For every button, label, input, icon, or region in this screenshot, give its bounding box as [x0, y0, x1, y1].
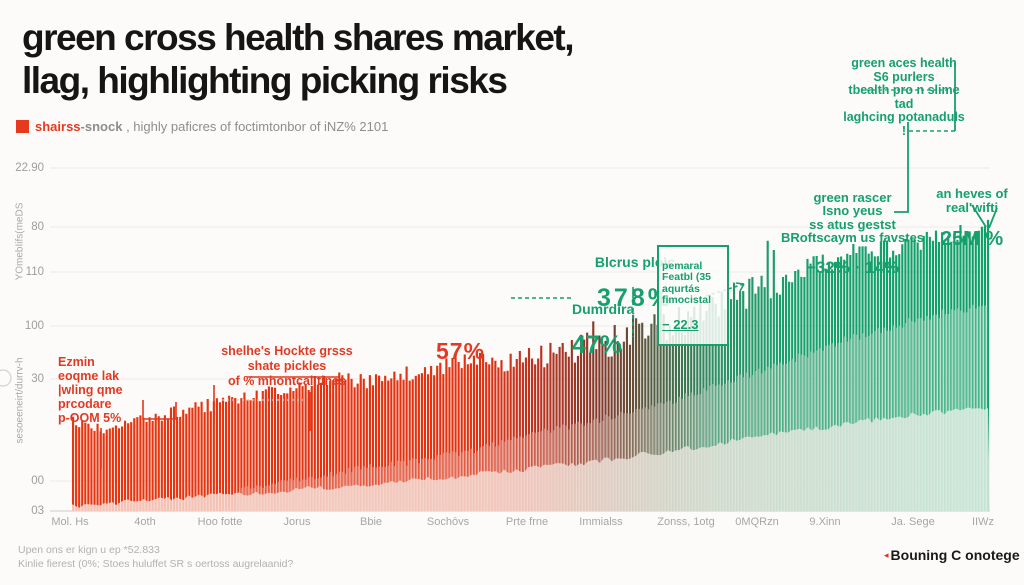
- y-tick-label: 100: [24, 320, 44, 332]
- x-tick-label: 4oth: [134, 516, 156, 528]
- x-tick-label: 0MQRzn: [735, 516, 779, 528]
- annotation-dumrdra: Dumrdira 47%: [572, 287, 634, 373]
- annotation-callout-box: pemaral Featbl (35 aqurtás fimocistal − …: [657, 245, 729, 346]
- pale-overlay-area: [72, 407, 990, 511]
- legend: shairss-snock , highly paficres of focti…: [16, 119, 388, 134]
- annotation-dumrdra-value: 47%: [572, 331, 623, 359]
- y-tick-label: 30: [31, 373, 44, 385]
- source-credit: ◂ Bouning C onotege: [884, 547, 1020, 563]
- annotation-25m: an heves of real'wifti 25M %: [928, 173, 1016, 264]
- x-tick-label: Immialss: [579, 516, 623, 528]
- source-marker-icon: ◂: [884, 550, 889, 560]
- y-tick-label: 110: [25, 266, 44, 278]
- annotation-25m-lines: an heves of real'wifti: [936, 186, 1008, 215]
- x-tick-label: Sochōvs: [426, 516, 470, 528]
- x-tick-label: 9.Xinn: [809, 516, 841, 528]
- annotation-rascer-lines: green rascer Isno yeus ss atus gestst BR…: [780, 189, 925, 245]
- footnote: Upen ons er kign u ep *52.833 Kinlie fie…: [18, 544, 294, 570]
- x-tick-label: IIWz: [972, 516, 994, 528]
- x-tick-label: Mol. Hs: [51, 516, 89, 528]
- annotation-25m-value: 25M %: [940, 228, 1004, 250]
- legend-swatch-icon: [16, 120, 29, 133]
- y-tick-label: 00: [31, 475, 44, 487]
- x-tick-label: Jorus: [283, 516, 311, 528]
- x-tick-label: Zonss, 1otg: [657, 516, 715, 528]
- x-tick-label: Hoo fotte: [197, 516, 243, 528]
- legend-label: shairss-snock , highly paficres of focti…: [35, 119, 389, 134]
- annotation-callout-box-value: − 22.3: [662, 317, 699, 332]
- x-tick-label: Prte frne: [505, 516, 549, 528]
- annotation-rascer-value: −32% · 14%: [805, 258, 900, 277]
- y-tick-label: 03: [31, 505, 44, 517]
- x-tick-label: Ja. Sege: [891, 516, 935, 528]
- annotation-57pct: 57%: [436, 338, 486, 364]
- annotation-ezmin: Ezmin eoqme lak |wling qme prcodare p-OO…: [58, 355, 123, 425]
- page-title: green cross health shares market, llag, …: [22, 17, 575, 101]
- annotation-hockte: shelhe's Hockte grsss shate pickles of %…: [221, 344, 353, 388]
- y-tick-label: 80: [31, 221, 44, 233]
- annotation-rascer: green rascer Isno yeus ss atus gestst BR…: [780, 177, 925, 291]
- annotation-topbox: green aces health S6 purlers tbealth pro…: [843, 56, 965, 138]
- y-tick-label: 22.90: [15, 162, 44, 174]
- x-tick-label: Bbie: [359, 516, 383, 528]
- annotation-callout-box-lines: pemaral Featbl (35 aqurtás fimocistal: [662, 259, 712, 306]
- annotation-dumrdra-label: Dumrdira: [572, 301, 635, 317]
